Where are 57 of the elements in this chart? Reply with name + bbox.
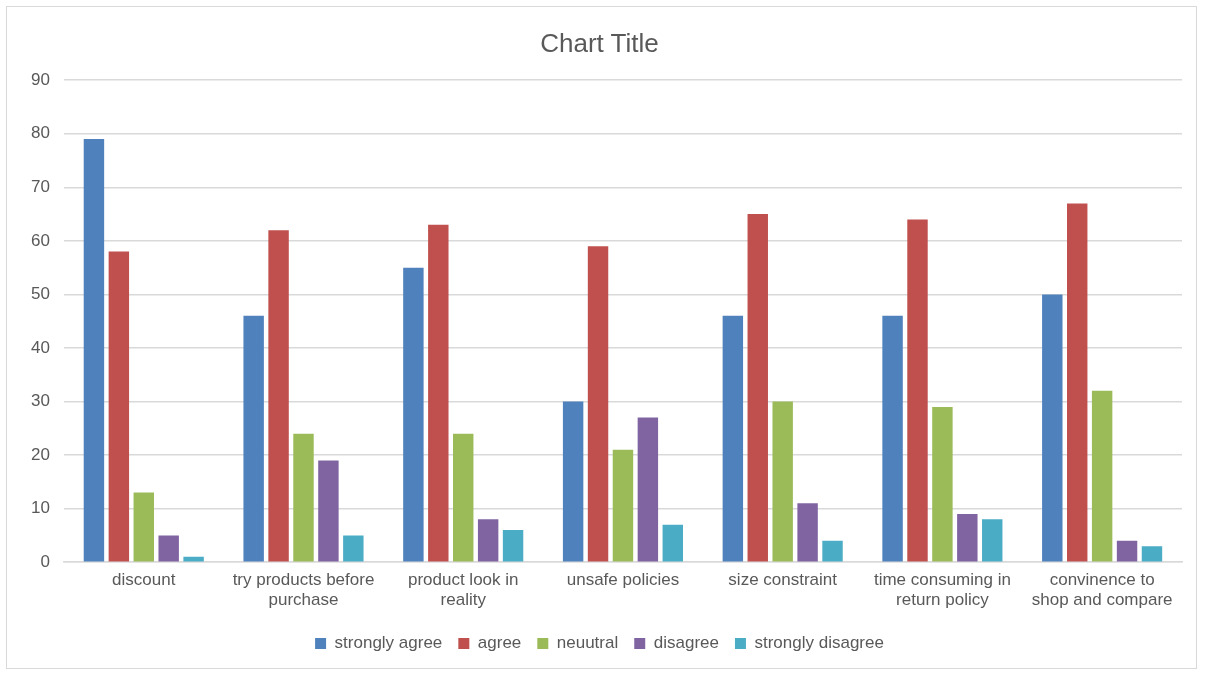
- bar: [158, 535, 179, 562]
- y-tick-label: 60: [30, 230, 50, 250]
- chart-title: Chart Title: [540, 27, 659, 58]
- bar: [907, 219, 928, 562]
- bar: [637, 417, 659, 562]
- bar: [83, 139, 105, 562]
- x-tick-label: product look in reality: [407, 570, 519, 610]
- y-tick-label: 90: [30, 69, 50, 89]
- bar: [318, 460, 339, 562]
- bar: [293, 433, 314, 562]
- bar: [1067, 203, 1088, 562]
- bar: [428, 224, 449, 562]
- x-tick-label: unsafe policies: [566, 570, 680, 590]
- x-tick-label: size constraint: [728, 570, 838, 590]
- y-tick-label: 10: [30, 498, 50, 518]
- bar: [403, 267, 424, 562]
- bar: [1116, 540, 1138, 562]
- bar: [587, 246, 609, 562]
- legend-label: neuutral: [556, 633, 619, 653]
- bar: [453, 433, 474, 562]
- bar: [747, 214, 768, 562]
- x-tick-label: try products before purchase: [232, 570, 375, 610]
- y-tick-label: 20: [30, 444, 50, 464]
- bar: [722, 315, 744, 562]
- y-tick-label: 30: [30, 391, 50, 411]
- legend-label: strongly agree: [334, 633, 443, 653]
- bar: [343, 535, 364, 562]
- bar: [562, 401, 584, 562]
- bar: [612, 449, 634, 562]
- x-tick-label: convinence to shop and compare: [1031, 570, 1173, 610]
- y-tick-label: 0: [40, 551, 50, 571]
- legend-label: strongly disagree: [754, 633, 884, 653]
- bar: [982, 519, 1003, 562]
- bar: [932, 406, 953, 562]
- bar: [502, 530, 524, 562]
- bar: [1091, 390, 1113, 562]
- x-tick-label: time consuming in return policy: [873, 570, 1011, 610]
- x-tick-label: discount: [112, 570, 176, 590]
- bar: [957, 514, 978, 562]
- legend-label: agree: [477, 633, 522, 653]
- bar: [797, 503, 818, 562]
- bar: [108, 251, 130, 562]
- bar: [1141, 546, 1163, 562]
- bar: [243, 315, 264, 562]
- bar: [477, 519, 499, 562]
- bar: [662, 524, 684, 562]
- y-tick-label: 80: [30, 123, 50, 143]
- y-tick-label: 70: [30, 177, 50, 196]
- bar: [822, 540, 843, 562]
- bar: [268, 230, 289, 562]
- bar: [133, 492, 154, 562]
- bar: [882, 315, 903, 562]
- y-tick-label: 40: [30, 337, 50, 357]
- bar: [772, 401, 793, 562]
- bar: [1042, 294, 1063, 562]
- y-tick-label: 50: [30, 284, 50, 304]
- legend-label: disagree: [653, 633, 719, 653]
